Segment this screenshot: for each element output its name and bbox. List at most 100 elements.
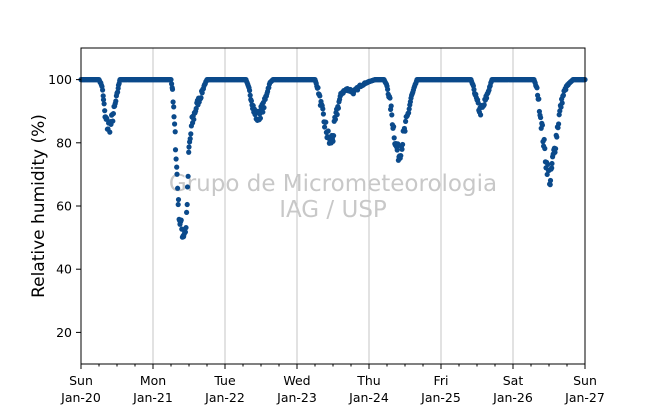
- x-tick-label: Sun Jan-20: [60, 373, 101, 405]
- data-point: [110, 118, 116, 124]
- data-point: [547, 182, 553, 188]
- data-point: [178, 217, 184, 223]
- y-tick-label: 100: [48, 72, 72, 87]
- data-point: [402, 128, 408, 134]
- data-point: [187, 136, 193, 142]
- vertical-grid: [152, 48, 514, 364]
- data-point: [100, 93, 106, 99]
- x-tick-label: Wed Jan-23: [276, 373, 317, 405]
- x-tick-label: Sun Jan-27: [564, 373, 605, 405]
- y-tick-label: 20: [56, 325, 72, 340]
- data-point: [478, 112, 484, 118]
- x-tick-label: Thu Jan-24: [348, 373, 389, 405]
- axis-ticks: Sun Jan-20 Mon Jan-21 Tue Jan-22 Wed Jan-23 Thu J…: [48, 72, 605, 405]
- data-point: [102, 108, 108, 114]
- watermark-line-2: IAG / USP: [279, 197, 387, 223]
- data-point: [549, 160, 555, 167]
- data-point: [331, 133, 337, 139]
- data-point: [394, 147, 400, 153]
- data-point: [391, 124, 397, 130]
- data-point: [547, 177, 554, 184]
- y-tick-label: 60: [56, 199, 72, 214]
- data-point: [398, 153, 404, 159]
- x-tick-label: Tue Jan-22: [204, 373, 245, 405]
- y-tick-label: 80: [56, 135, 72, 150]
- data-point: [391, 135, 397, 141]
- data-point: [541, 136, 547, 143]
- data-point: [545, 161, 551, 168]
- data-point: [334, 111, 340, 118]
- data-point: [100, 97, 107, 103]
- watermark: Grupo de Micrometeorologia IAG / USP: [169, 171, 497, 223]
- data-point: [175, 185, 181, 191]
- data-point: [536, 96, 542, 102]
- data-point: [184, 184, 191, 190]
- data-point: [175, 196, 182, 203]
- data-point: [403, 118, 409, 124]
- data-point: [260, 109, 266, 115]
- data-point: [388, 103, 394, 109]
- data-point: [560, 92, 567, 98]
- x-tick-label: Sat Jan-26: [492, 373, 533, 405]
- data-point: [186, 144, 192, 150]
- data-points: [78, 77, 588, 240]
- data-point: [320, 111, 326, 117]
- data-point: [173, 156, 179, 162]
- data-point: [484, 95, 490, 101]
- data-point: [174, 164, 180, 170]
- data-point: [257, 115, 263, 121]
- data-point: [395, 141, 401, 147]
- data-point: [534, 85, 540, 91]
- data-point: [544, 171, 550, 178]
- data-point: [175, 201, 181, 208]
- data-point: [247, 87, 253, 94]
- data-point: [168, 77, 174, 83]
- data-point: [315, 85, 321, 91]
- data-point: [169, 86, 176, 92]
- data-point: [323, 119, 329, 125]
- data-point: [542, 145, 548, 152]
- data-point: [104, 115, 110, 121]
- data-point: [481, 102, 487, 108]
- data-point: [183, 225, 189, 231]
- y-tick-label: 40: [56, 262, 72, 277]
- data-point: [554, 134, 560, 140]
- data-point: [115, 89, 121, 95]
- data-point: [191, 116, 197, 123]
- data-point: [182, 229, 188, 235]
- data-point: [332, 116, 338, 122]
- data-point: [389, 112, 395, 118]
- data-point: [538, 114, 544, 121]
- x-tick-label: Mon Jan-21: [132, 373, 173, 405]
- data-point: [170, 99, 176, 105]
- data-point: [406, 106, 412, 112]
- data-point: [556, 121, 562, 127]
- data-point: [549, 165, 555, 171]
- data-point: [558, 104, 564, 110]
- y-axis-label: Relative humidity (%): [29, 114, 49, 298]
- data-point: [174, 171, 180, 177]
- data-point: [317, 93, 323, 99]
- data-point: [110, 110, 116, 117]
- data-point: [399, 146, 405, 152]
- data-point: [107, 129, 113, 135]
- data-point: [172, 121, 178, 127]
- data-point: [171, 104, 177, 110]
- data-point: [387, 95, 393, 101]
- data-point: [184, 201, 190, 208]
- data-point: [184, 209, 190, 216]
- data-point: [247, 92, 253, 98]
- x-tick-label: Fri Jan-25: [420, 373, 461, 405]
- data-point: [330, 138, 336, 144]
- data-point: [185, 173, 191, 179]
- data-point: [559, 100, 565, 106]
- data-point: [248, 98, 254, 104]
- data-point: [261, 105, 267, 111]
- data-point: [320, 106, 326, 112]
- data-point: [539, 122, 546, 128]
- watermark-line-1: Grupo de Micrometeorologia: [169, 171, 497, 197]
- data-point: [101, 101, 107, 107]
- data-point: [325, 128, 331, 134]
- data-point: [553, 146, 559, 152]
